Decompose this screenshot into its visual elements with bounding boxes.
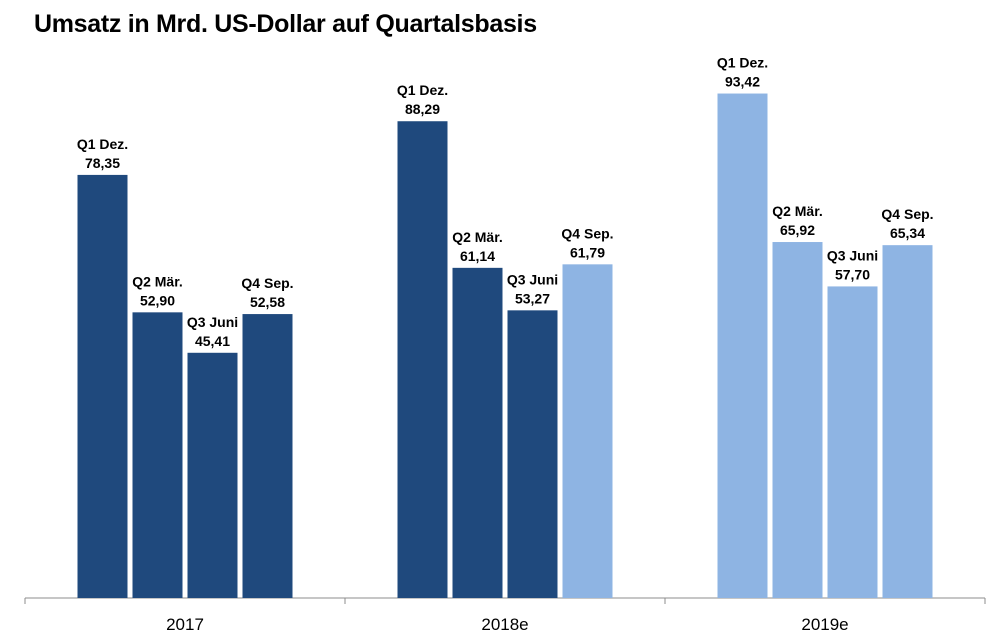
x-axis-category-label: 2019e (801, 615, 848, 634)
bar-value-label: 52,58 (250, 294, 285, 310)
bar-2018e-q1 (397, 121, 448, 598)
bar-value-label: 61,79 (570, 244, 605, 260)
bar-quarter-label: Q3 Juni (187, 314, 238, 330)
bar-value-label: 57,70 (835, 266, 870, 282)
bar-quarter-label: Q1 Dez. (717, 55, 768, 71)
bar-value-label: 53,27 (515, 290, 550, 306)
bar-2019e-q1 (717, 93, 768, 599)
bar-2017-q4 (242, 314, 293, 598)
bar-2019e-q3 (827, 286, 878, 598)
bar-2018e-q4 (562, 264, 613, 598)
bar-quarter-label: Q4 Sep. (241, 275, 293, 291)
bar-value-label: 78,35 (85, 155, 120, 171)
bar-quarter-label: Q2 Mär. (772, 203, 823, 219)
bar-2019e-q4 (882, 245, 933, 598)
bar-2019e-q2 (772, 242, 823, 599)
x-axis-category-label: 2018e (481, 615, 528, 634)
bar-quarter-label: Q3 Juni (827, 247, 878, 263)
bar-value-label: 93,42 (725, 74, 760, 90)
bar-quarter-label: Q1 Dez. (77, 136, 128, 152)
bar-quarter-label: Q2 Mär. (132, 273, 183, 289)
bar-2017-q1 (77, 174, 128, 598)
x-axis-category-label: 2017 (166, 615, 204, 634)
bar-value-label: 45,41 (195, 333, 230, 349)
bar-quarter-label: Q4 Sep. (561, 225, 613, 241)
bar-quarter-label: Q1 Dez. (397, 82, 448, 98)
chart-title: Umsatz in Mrd. US-Dollar auf Quartalsbas… (34, 10, 537, 38)
bar-2018e-q2 (452, 267, 503, 598)
bar-2018e-q3 (507, 310, 558, 598)
bar-2017-q3 (187, 352, 238, 598)
bar-quarter-label: Q3 Juni (507, 271, 558, 287)
bar-value-label: 52,90 (140, 292, 175, 308)
bar-value-label: 88,29 (405, 101, 440, 117)
bar-quarter-label: Q2 Mär. (452, 229, 503, 245)
bar-value-label: 65,34 (890, 225, 925, 241)
bar-quarter-label: Q4 Sep. (881, 206, 933, 222)
bar-value-label: 65,92 (780, 222, 815, 238)
bar-value-label: 61,14 (460, 248, 495, 264)
bar-2017-q2 (132, 312, 183, 598)
